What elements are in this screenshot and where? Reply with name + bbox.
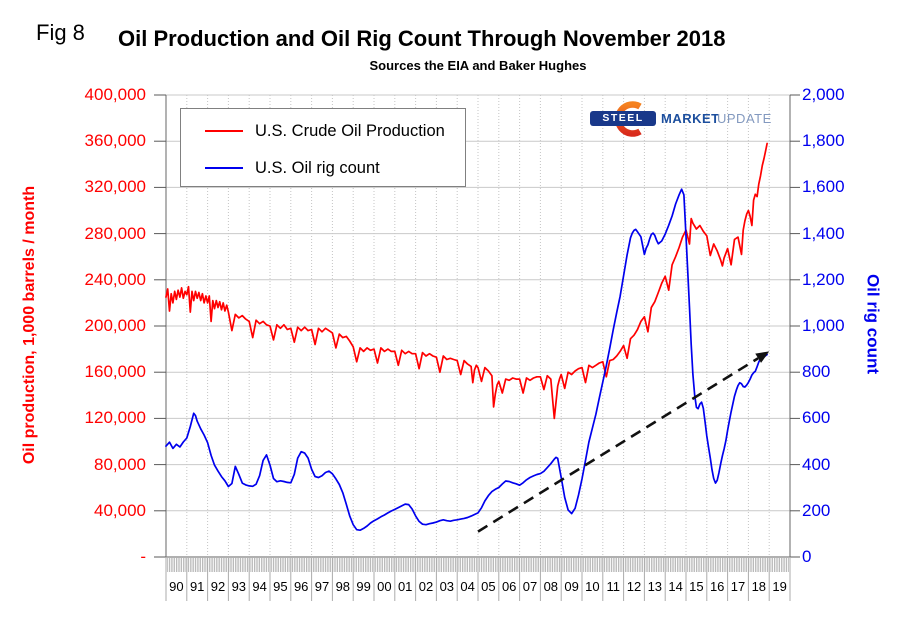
year-label: 06 <box>501 579 517 594</box>
left-axis-tick-label: 160,000 <box>84 362 146 382</box>
year-label: 90 <box>169 579 184 594</box>
page-title: Oil Production and Oil Rig Count Through… <box>118 26 726 51</box>
year-label: 18 <box>751 579 767 594</box>
legend-item-production: U.S. Crude Oil Production <box>205 121 445 141</box>
year-label: 96 <box>293 579 309 594</box>
year-label: 04 <box>460 579 475 594</box>
year-label: 03 <box>439 579 455 594</box>
right-axis-tick-label: 400 <box>802 454 831 474</box>
left-axis-tick-label: 120,000 <box>84 408 146 428</box>
year-label: 17 <box>730 579 746 594</box>
right-axis-tick-label: 600 <box>802 408 831 428</box>
year-label: 00 <box>377 579 392 594</box>
year-label: 09 <box>564 579 579 594</box>
left-axis-tick-label: 320,000 <box>84 177 146 197</box>
production-line-swatch <box>205 130 243 132</box>
logo-update-text: UPDATE <box>717 111 772 126</box>
logo-steel-badge: STEEL <box>590 111 656 126</box>
right-axis-tick-label: 1,600 <box>802 177 845 197</box>
year-label: 15 <box>689 579 704 594</box>
right-axis-tick-label: 1,000 <box>802 316 845 335</box>
year-label: 02 <box>418 579 434 594</box>
left-axis-tick-label: 200,000 <box>84 316 146 335</box>
year-label: 16 <box>709 579 725 594</box>
left-axis-tick-label: 40,000 <box>94 500 146 520</box>
production-line <box>165 142 768 420</box>
chart-subtitle: Sources the EIA and Baker Hughes <box>369 58 587 73</box>
smu-logo: STEEL MARKET UPDATE <box>588 101 771 137</box>
legend-item-rig-count: U.S. Oil rig count <box>205 158 380 178</box>
right-axis-tick-label: 0 <box>802 547 812 566</box>
right-axis-tick-label: 1,200 <box>802 269 845 289</box>
year-label: 14 <box>668 579 683 594</box>
left-axis-tick-label: 360,000 <box>84 131 146 151</box>
trend-arrow-head <box>755 351 770 363</box>
right-axis-tick-label: 800 <box>802 362 831 382</box>
year-label: 98 <box>335 579 351 594</box>
left-axis-tick-label: 80,000 <box>94 454 146 474</box>
rig-count-line-swatch <box>205 167 243 169</box>
year-label: 08 <box>543 579 559 594</box>
year-label: 99 <box>356 579 371 594</box>
year-label: 07 <box>522 579 538 594</box>
right-axis-tick-label: 2,000 <box>802 85 845 104</box>
year-label: 97 <box>314 579 330 594</box>
legend-label-production: U.S. Crude Oil Production <box>255 121 445 140</box>
year-label: 11 <box>606 579 620 594</box>
logo-market-text: MARKET <box>661 111 720 126</box>
right-axis-tick-label: 200 <box>802 500 831 520</box>
year-label: 12 <box>626 579 642 594</box>
year-label: 13 <box>647 579 663 594</box>
rig-count-line <box>165 188 768 532</box>
right-axis-tick-label: 1,400 <box>802 223 845 243</box>
year-label: 93 <box>231 579 247 594</box>
trend-arrow-line <box>477 357 759 533</box>
right-axis-tick-label: 1,800 <box>802 131 845 151</box>
fig-label: Fig 8 <box>36 20 85 45</box>
year-label: 95 <box>273 579 288 594</box>
left-axis-tick-label: 400,000 <box>84 85 146 104</box>
year-label: 10 <box>585 579 600 594</box>
year-label: 01 <box>397 579 413 594</box>
year-label: 19 <box>772 579 787 594</box>
legend: U.S. Crude Oil Production U.S. Oil rig c… <box>180 108 466 187</box>
left-axis-tick-label: - <box>140 547 146 566</box>
left-axis-tick-label: 240,000 <box>84 269 146 289</box>
left-axis-tick-label: 280,000 <box>84 223 146 243</box>
legend-label-rig-count: U.S. Oil rig count <box>255 158 380 177</box>
year-label: 94 <box>252 579 267 594</box>
year-label: 92 <box>210 579 226 594</box>
year-label: 05 <box>481 579 496 594</box>
year-label: 91 <box>189 579 205 594</box>
